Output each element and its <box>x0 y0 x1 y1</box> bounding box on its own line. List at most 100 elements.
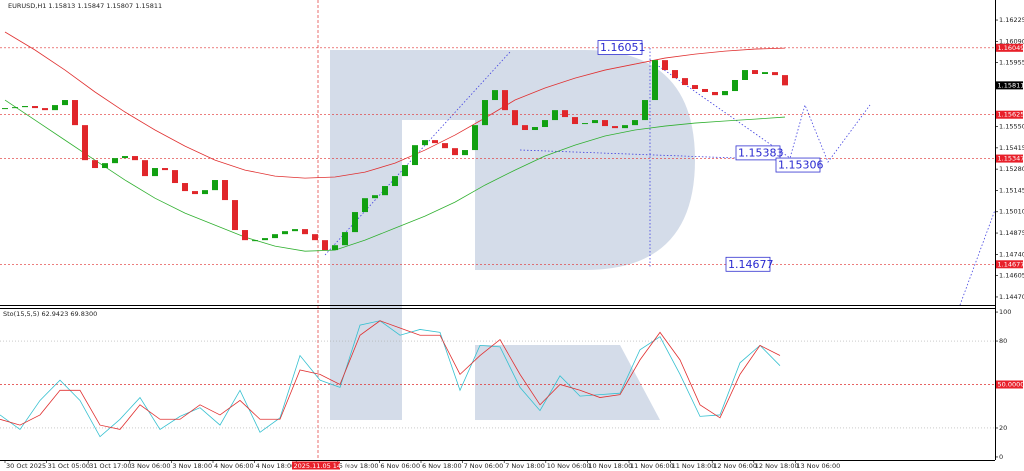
level-tag-label: 1.15347 <box>998 155 1024 163</box>
candle <box>92 160 98 169</box>
candle <box>382 186 388 196</box>
candle <box>512 110 518 126</box>
x-tick-label: 13 Nov 06:00 <box>796 462 840 470</box>
annotation-box <box>735 145 781 161</box>
candle <box>242 230 248 241</box>
candle <box>142 160 148 177</box>
candle <box>412 145 418 166</box>
annotation-label: 1.14677 <box>728 258 774 271</box>
candle <box>482 100 488 126</box>
candle <box>322 240 328 251</box>
candle <box>62 100 68 106</box>
level-tag-label: 50.0000 <box>998 381 1024 389</box>
candle <box>622 125 628 129</box>
x-tick-label: 4 Nov 18:00 <box>256 462 296 470</box>
level-tag-label: 1.15625 <box>998 111 1024 119</box>
annotation-box <box>597 40 643 55</box>
candle <box>112 158 118 164</box>
y-tick-label: 1.14875 <box>999 229 1024 237</box>
candle <box>292 229 298 232</box>
y-tick-label: 0 <box>999 453 1003 461</box>
candle <box>152 168 158 177</box>
level-tag <box>996 43 1023 52</box>
x-tick-label: 10 Nov 18:00 <box>588 462 632 470</box>
y-tick-label: 1.15955 <box>999 59 1024 67</box>
candle <box>122 156 128 159</box>
moving-average <box>4 99 786 252</box>
candle <box>432 140 438 144</box>
y-tick-label: 1.15145 <box>999 186 1024 194</box>
candle <box>252 240 258 242</box>
candle <box>22 106 28 108</box>
candle <box>72 100 78 126</box>
candle <box>602 120 608 127</box>
y-tick-label: 1.15550 <box>999 123 1024 131</box>
annotation-label: 1.15383 <box>738 146 784 159</box>
candle <box>782 75 788 86</box>
annotation-box <box>725 256 771 272</box>
level-tag-label: 1.14677 <box>998 260 1024 268</box>
indicator-title: Sto(15,5,5) 62.9423 69.8300 <box>3 310 97 318</box>
candle <box>222 180 228 201</box>
candle <box>82 125 88 161</box>
y-tick-label: 1.14605 <box>999 272 1024 280</box>
x-tick-label: 12 Nov 06:00 <box>713 462 757 470</box>
watermark <box>330 50 695 420</box>
candle <box>632 120 638 126</box>
candle <box>682 78 688 86</box>
candle <box>582 123 588 125</box>
x-tick-label: 5 Nov 18:00 <box>339 462 379 470</box>
candle <box>212 180 218 191</box>
candle <box>572 117 578 125</box>
candle <box>562 110 568 118</box>
candle <box>132 156 138 161</box>
level-tag <box>996 110 1023 119</box>
candle <box>162 168 168 171</box>
level-tag-label: 1.16049 <box>998 44 1024 52</box>
candle <box>492 90 498 101</box>
candle <box>342 232 348 246</box>
x-tick-label: 11 Nov 06:00 <box>630 462 674 470</box>
chart-title: EURUSD,H1 1.15813 1.15847 1.15807 1.1581… <box>8 2 162 10</box>
candle <box>2 108 8 110</box>
stochastic-line <box>0 320 781 438</box>
y-tick-label: 1.15010 <box>999 208 1024 216</box>
candle <box>392 176 398 187</box>
candle <box>172 170 178 184</box>
stochastic-line <box>0 320 781 430</box>
x-tick-label: 6 Nov 18:00 <box>422 462 462 470</box>
annotation-box <box>775 157 821 173</box>
y-tick-label: 1.14740 <box>999 250 1024 258</box>
candle <box>532 127 538 131</box>
y-tick-label: 1.16090 <box>999 37 1024 45</box>
candle <box>672 70 678 79</box>
candle <box>772 72 778 76</box>
level-tag <box>996 154 1023 163</box>
candle <box>332 245 338 251</box>
candle <box>612 126 618 129</box>
level-tag <box>996 380 1023 389</box>
y-tick-label: 20 <box>999 424 1007 432</box>
candle <box>762 72 768 75</box>
candle <box>182 183 188 192</box>
y-tick-label: 100 <box>999 308 1011 316</box>
y-tick-label: 80 <box>999 337 1007 345</box>
candle <box>652 60 658 101</box>
current-price-label: 1.15811 <box>998 81 1024 89</box>
candle <box>32 106 38 109</box>
x-tick-label: 12 Nov 18:00 <box>755 462 799 470</box>
candle <box>12 107 18 109</box>
x-tick-label: 4 Nov 06:00 <box>214 462 254 470</box>
candle <box>372 195 378 199</box>
candle <box>362 198 368 213</box>
x-tick-label: 6 Nov 06:00 <box>380 462 420 470</box>
candle <box>752 70 758 75</box>
candle <box>742 70 748 80</box>
y-tick-label: 1.14470 <box>999 293 1024 301</box>
candle <box>712 91 718 96</box>
candle <box>592 120 598 124</box>
annotation-label: 1.16051 <box>600 41 646 54</box>
x-tick-label: 7 Nov 06:00 <box>464 462 504 470</box>
annotation-label: 1.15306 <box>778 159 824 172</box>
